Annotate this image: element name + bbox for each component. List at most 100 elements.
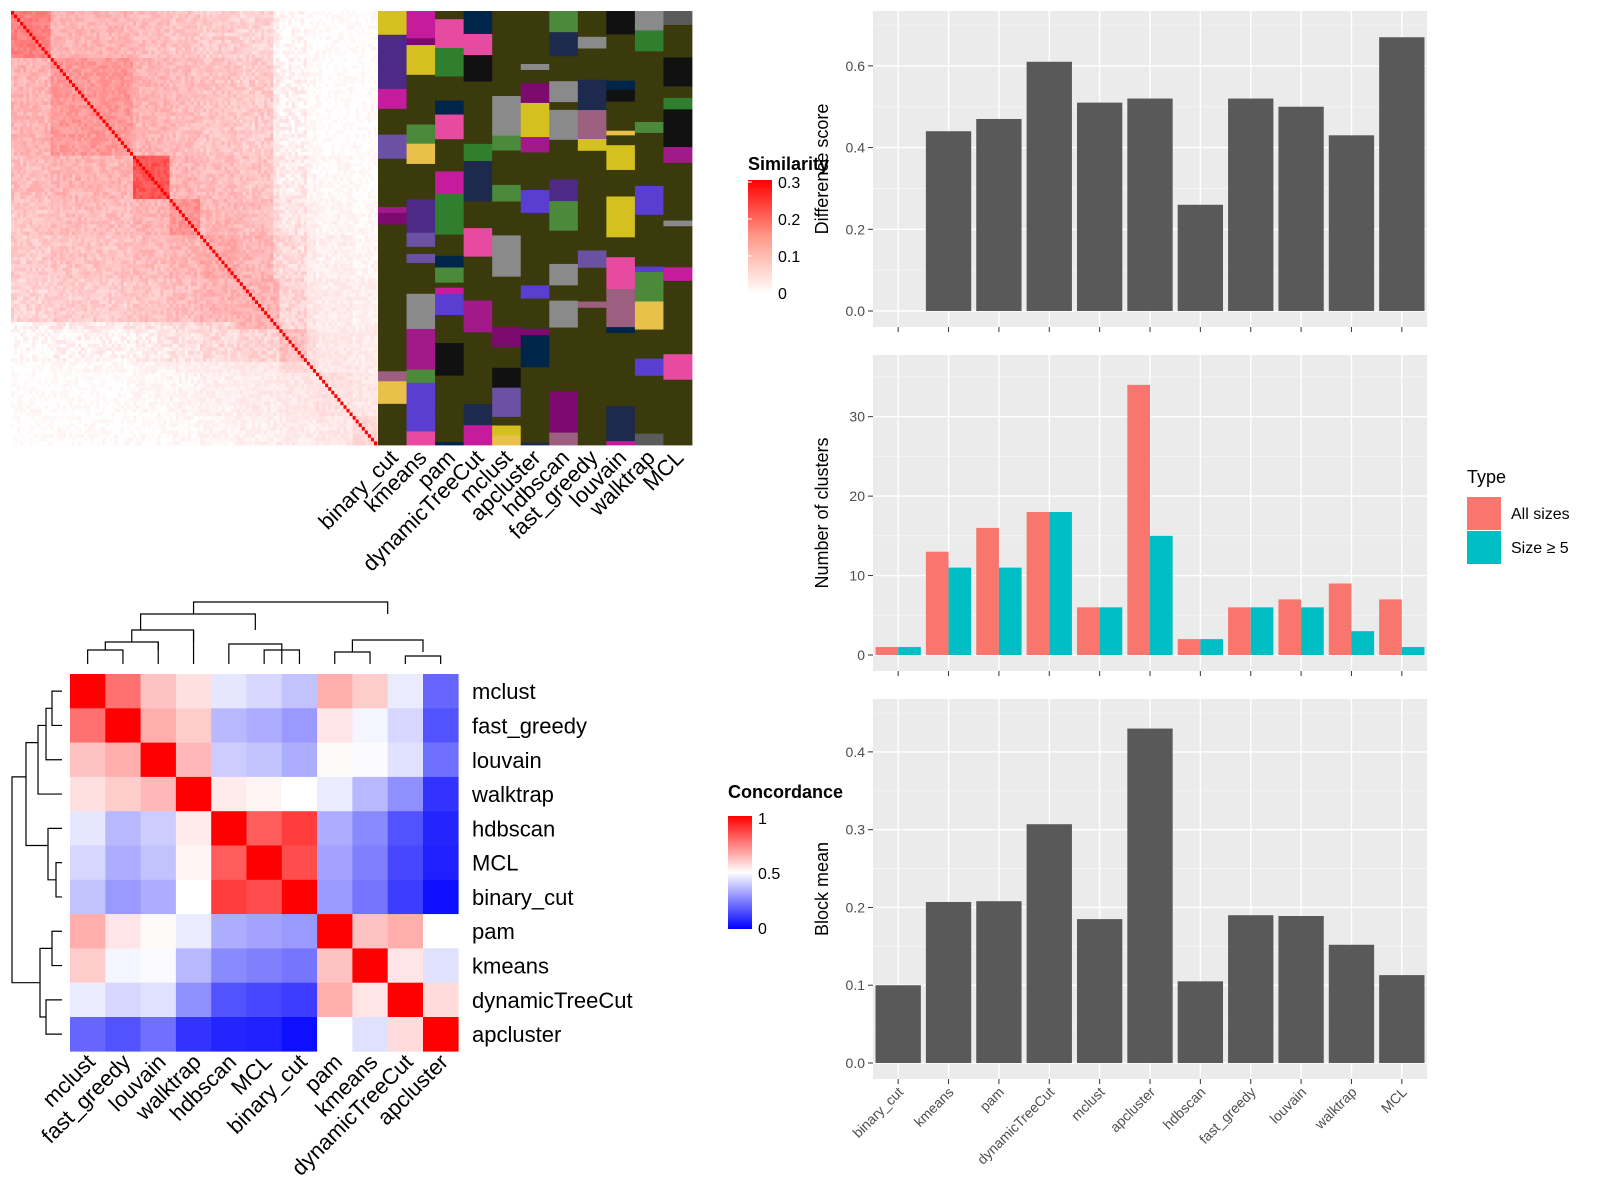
similarity-cell [209, 58, 213, 63]
similarity-cell [184, 101, 189, 106]
similarity-cell [255, 76, 259, 81]
similarity-cell [145, 68, 149, 73]
similarity-cell [212, 144, 216, 149]
similarity-cell [230, 25, 235, 30]
similarity-cell [126, 21, 131, 26]
similarity-cell [215, 32, 219, 37]
similarity-cell [136, 76, 140, 81]
similarity-cell [212, 86, 216, 91]
similarity-cell [325, 137, 329, 142]
similarity-cell [209, 68, 213, 73]
similarity-cell [270, 94, 274, 99]
similarity-cell [59, 50, 64, 55]
similarity-cell [346, 144, 350, 149]
similarity-cell [139, 108, 143, 113]
similarity-cell [306, 126, 311, 131]
similarity-cell [32, 137, 36, 142]
similarity-cell [53, 119, 58, 124]
similarity-cell [270, 61, 274, 66]
similarity-cell [44, 133, 48, 138]
similarity-cell [14, 47, 18, 52]
similarity-cell [224, 86, 228, 91]
similarity-cell [291, 152, 296, 157]
similarity-cell [209, 133, 213, 138]
similarity-cell [352, 25, 357, 30]
similarity-cell [279, 14, 283, 19]
similarity-cell [349, 65, 353, 70]
similarity-cell [294, 39, 299, 44]
similarity-cell [236, 65, 241, 70]
similarity-cell [105, 47, 109, 52]
similarity-cell [285, 14, 289, 19]
similarity-cell [23, 39, 27, 44]
similarity-cell [206, 39, 210, 44]
similarity-cell [154, 83, 158, 88]
similarity-cell [373, 108, 378, 113]
similarity-cell [47, 43, 52, 48]
similarity-cell [328, 119, 332, 124]
similarity-cell [81, 58, 85, 63]
similarity-cell [78, 21, 82, 26]
similarity-cell [316, 21, 320, 26]
similarity-cell [270, 32, 274, 37]
similarity-cell [285, 32, 289, 37]
similarity-cell [309, 83, 314, 88]
similarity-cell [306, 94, 311, 99]
similarity-cell [203, 130, 207, 135]
similarity-cell [99, 119, 103, 124]
similarity-cell [47, 144, 52, 149]
similarity-cell [288, 65, 292, 70]
similarity-cell [148, 159, 152, 164]
similarity-cell [181, 83, 186, 88]
similarity-cell [209, 159, 213, 164]
similarity-cell [300, 90, 305, 95]
similarity-cell [160, 108, 164, 113]
similarity-cell [172, 11, 177, 16]
similarity-cell [62, 58, 67, 63]
similarity-cell [221, 86, 225, 91]
similarity-cell [331, 105, 335, 110]
similarity-cell [11, 141, 15, 146]
similarity-cell [352, 79, 357, 84]
similarity-cell [105, 18, 109, 23]
similarity-cell [248, 105, 253, 110]
similarity-cell [181, 112, 186, 117]
similarity-cell [108, 39, 113, 44]
similarity-cell [72, 137, 76, 142]
similarity-cell [233, 43, 238, 48]
similarity-cell [148, 11, 152, 16]
similarity-cell [105, 72, 109, 77]
similarity-cell [364, 137, 369, 142]
similarity-cell [75, 130, 79, 135]
similarity-cell [340, 119, 344, 124]
similarity-cell [273, 47, 277, 52]
similarity-cell [316, 155, 320, 160]
similarity-cell [319, 94, 323, 99]
similarity-cell [145, 130, 149, 135]
similarity-cell [273, 108, 277, 113]
similarity-cell [163, 25, 167, 30]
similarity-cell [316, 119, 320, 124]
similarity-cell [349, 11, 353, 16]
similarity-cell [309, 76, 314, 81]
similarity-cell [87, 155, 91, 160]
similarity-cell [44, 94, 48, 99]
similarity-cell [337, 123, 341, 128]
similarity-cell [276, 152, 280, 157]
similarity-cell [245, 54, 250, 59]
similarity-cell [23, 105, 27, 110]
similarity-cell [23, 54, 27, 59]
similarity-cell [206, 76, 210, 81]
similarity-cell [136, 47, 140, 52]
similarity-cell [145, 36, 149, 41]
similarity-cell [154, 115, 158, 120]
similarity-cell [175, 133, 180, 138]
similarity-cell [215, 14, 219, 19]
similarity-cell [120, 119, 125, 124]
similarity-cell [187, 43, 192, 48]
similarity-cell [120, 115, 125, 120]
similarity-cell [136, 94, 140, 99]
similarity-cell [35, 108, 39, 113]
similarity-cell [68, 29, 73, 34]
similarity-cell [11, 123, 15, 128]
